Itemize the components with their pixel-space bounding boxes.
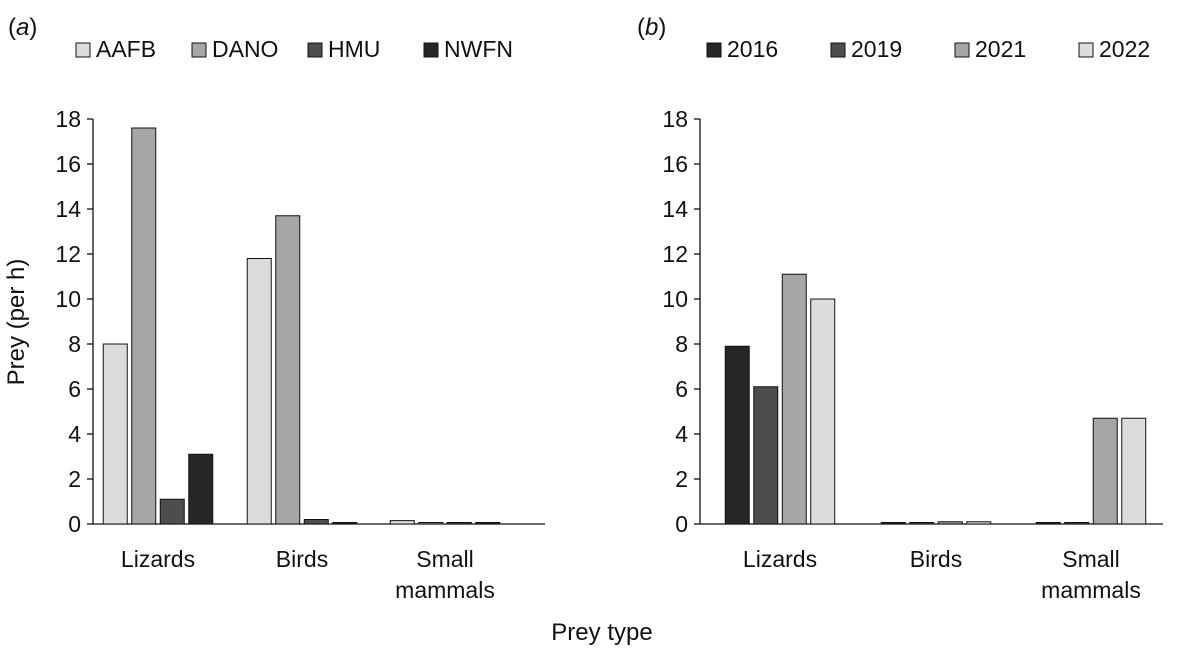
y-tick-label-b-12: 12 [662,241,688,267]
bar-b-2019-birds [909,522,935,525]
bar-a-nwfn-lizards [188,453,214,525]
bar-b-2016-birds [880,522,906,525]
bar-a-nwfn-small-mammals [475,522,501,525]
bar-a-hmu-birds [303,519,329,525]
legend-swatch-2016 [706,42,722,58]
bar-a-aafb-small-mammals [389,520,415,525]
bar-a-aafb-birds [246,258,272,525]
bar-a-hmu-small-mammals [446,522,472,525]
legend-label-dano: DANO [212,36,278,62]
bar-a-hmu-lizards [159,498,185,525]
legend-label-hmu: HMU [328,36,380,62]
legend-label-2019: 2019 [851,36,902,62]
legend-label-2021: 2021 [975,36,1026,62]
panel-a: (a) AAFB DANO HMU NWFN 0 2 4 6 8 10 12 14 16 18 Lizards… [8,14,545,603]
y-tick-label-b-6: 6 [675,376,688,402]
panel-label-b: (b) [637,14,666,41]
bar-b-2016-lizards [724,345,750,525]
bar-b-2019-lizards [753,386,779,525]
bar-b-2021-birds [937,521,963,525]
legend-swatch-2019 [830,42,846,58]
bar-a-aafb-lizards [102,343,128,525]
bar-a-dano-birds [275,215,301,525]
x-tick-label-b-lizards: Lizards [743,546,817,572]
x-tick-label-a-small-mammals: Small mammals [395,546,495,603]
y-axis-title: Prey (per h) [3,259,30,386]
bar-a-dano-lizards [131,127,157,525]
x-tick-label-b-small-mammals: Small mammals [1041,546,1141,603]
y-tick-label-a-8: 8 [68,331,81,357]
y-tick-label-b-18: 18 [662,106,688,132]
bar-b-2016-small-mammals [1035,522,1061,525]
y-tick-label-a-18: 18 [55,106,81,132]
x-tick-label-a-lizards: Lizards [121,546,195,572]
bar-b-2021-lizards [781,273,807,525]
x-tick-label-b-birds: Birds [910,546,962,572]
y-tick-label-b-0: 0 [675,511,688,537]
panel-label-a: (a) [8,14,37,41]
legend-swatch-2021 [954,42,970,58]
bar-b-2022-lizards [810,298,836,525]
bar-a-nwfn-birds [332,522,358,525]
legend-swatch-nwfn [423,42,439,58]
bar-a-dano-small-mammals [418,522,444,525]
y-tick-label-b-10: 10 [662,286,688,312]
y-tick-label-a-0: 0 [68,511,81,537]
y-tick-label-a-4: 4 [68,421,81,447]
legend-label-2016: 2016 [727,36,778,62]
x-tick-label-a-birds: Birds [276,546,328,572]
bar-b-2022-birds [966,521,992,525]
legend-swatch-dano [191,42,207,58]
legend-swatch-hmu [307,42,323,58]
bar-b-2019-small-mammals [1064,522,1090,525]
legend-label-aafb: AAFB [96,36,156,62]
legend-label-nwfn: NWFN [444,36,513,62]
legend-label-2022: 2022 [1099,36,1150,62]
x-axis-title: Prey type [551,619,652,646]
y-tick-label-b-14: 14 [662,196,688,222]
bar-b-2022-small-mammals [1121,417,1147,525]
y-tick-label-a-12: 12 [55,241,81,267]
legend-swatch-2022 [1078,42,1094,58]
y-tick-label-b-16: 16 [662,151,688,177]
y-tick-label-b-2: 2 [675,466,688,492]
legend-swatch-aafb [75,42,91,58]
y-tick-label-b-8: 8 [675,331,688,357]
y-tick-label-a-10: 10 [55,286,81,312]
y-tick-label-a-16: 16 [55,151,81,177]
y-tick-label-a-2: 2 [68,466,81,492]
y-tick-label-a-14: 14 [55,196,81,222]
y-tick-label-a-6: 6 [68,376,81,402]
bar-b-2021-small-mammals [1092,417,1118,525]
y-tick-label-b-4: 4 [675,421,688,447]
panel-b: (b) 2016 2019 2021 2022 0 2 4 6 8 10 12 14 16 18 Lizard… [637,14,1163,603]
